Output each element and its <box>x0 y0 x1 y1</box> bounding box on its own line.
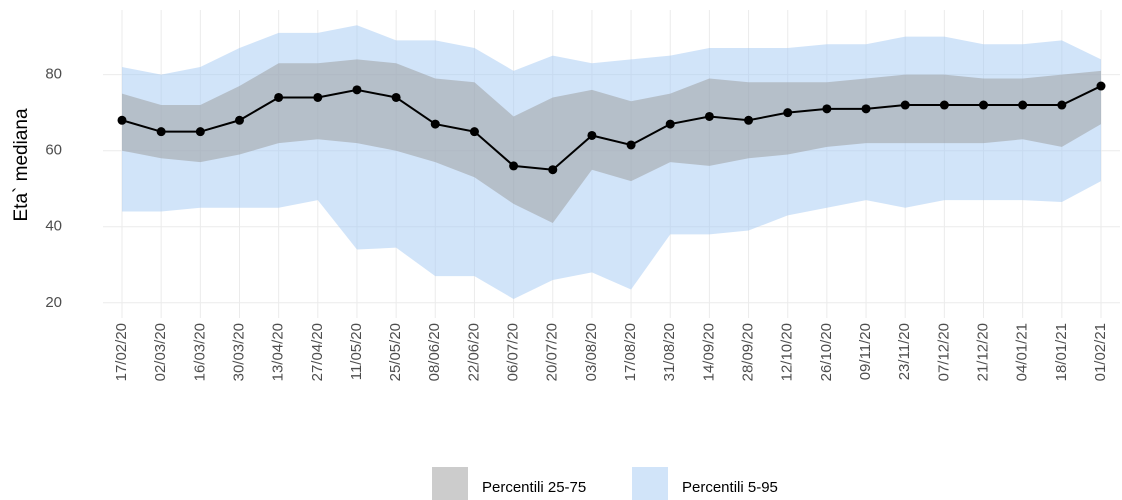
median-point <box>117 115 127 125</box>
legend-key <box>432 467 468 500</box>
median-point <box>626 140 636 150</box>
y-tick-label: 80 <box>45 66 62 83</box>
legend-label: Percentili 5-95 <box>682 479 778 496</box>
x-tick-label: 09/11/20 <box>857 323 874 380</box>
y-tick-label: 40 <box>45 218 62 235</box>
x-tick-label: 18/01/21 <box>1053 323 1070 381</box>
legend-key <box>632 467 668 500</box>
y-tick-label: 20 <box>45 294 62 311</box>
y-tick-label: 60 <box>45 142 62 159</box>
x-tick-label: 08/06/20 <box>426 323 443 381</box>
median-point <box>156 127 166 137</box>
x-tick-label: 17/02/20 <box>113 323 130 381</box>
x-tick-label: 03/08/20 <box>583 323 600 381</box>
x-tick-label: 06/07/20 <box>505 323 522 381</box>
x-tick-label: 11/05/20 <box>348 323 365 380</box>
x-tick-label: 07/12/20 <box>935 323 952 381</box>
median-line <box>121 85 1102 171</box>
median-point <box>744 115 754 125</box>
x-tick-label: 26/10/20 <box>818 323 835 381</box>
median-point <box>234 115 244 125</box>
median-point <box>195 127 205 137</box>
x-tick-label: 28/09/20 <box>740 323 757 381</box>
median-point <box>352 85 362 95</box>
y-axis-title: Eta` mediana <box>11 108 32 221</box>
median-point <box>391 92 401 102</box>
median-point <box>313 92 323 102</box>
median-point <box>430 119 440 129</box>
median-point <box>783 108 793 118</box>
median-point <box>1096 81 1106 91</box>
x-tick-label: 14/09/20 <box>700 323 717 381</box>
x-tick-label: 16/03/20 <box>191 323 208 381</box>
x-tick-label: 23/11/20 <box>896 323 913 380</box>
median-point <box>704 111 714 121</box>
median-point <box>665 119 675 129</box>
x-tick-label: 01/02/21 <box>1092 323 1109 381</box>
x-tick-label: 13/04/20 <box>270 323 287 381</box>
x-tick-label: 04/01/21 <box>1014 323 1031 381</box>
x-tick-label: 25/05/20 <box>387 323 404 381</box>
median-point <box>1018 100 1028 110</box>
median-point <box>587 130 597 140</box>
median-point <box>822 104 832 114</box>
median-point <box>274 92 284 102</box>
legend-label: Percentili 25-75 <box>482 479 586 496</box>
x-tick-label: 21/12/20 <box>974 323 991 381</box>
median-point <box>509 161 519 171</box>
x-tick-label: 27/04/20 <box>309 323 326 381</box>
x-tick-label: 30/03/20 <box>230 323 247 381</box>
x-tick-label: 31/08/20 <box>661 323 678 381</box>
median-point <box>469 127 479 137</box>
median-point <box>861 104 871 114</box>
x-tick-label: 20/07/20 <box>544 323 561 381</box>
median-point <box>1057 100 1067 110</box>
x-tick-label: 22/06/20 <box>465 323 482 381</box>
x-tick-label: 17/08/20 <box>622 323 639 381</box>
median-point <box>548 165 558 175</box>
median-point <box>979 100 989 110</box>
median-point <box>939 100 949 110</box>
median-point <box>900 100 910 110</box>
x-tick-label: 12/10/20 <box>779 323 796 381</box>
x-tick-label: 02/03/20 <box>152 323 169 381</box>
